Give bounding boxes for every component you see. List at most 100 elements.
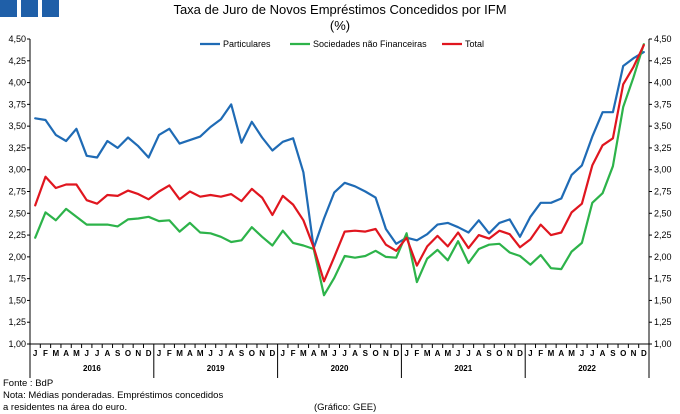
y-tick-label-right: 2,00 xyxy=(654,252,672,262)
y-tick-label-right: 4,50 xyxy=(654,34,672,44)
x-month-label: M xyxy=(73,349,80,358)
x-month-label: D xyxy=(393,349,399,358)
y-tick-label-right: 2,50 xyxy=(654,208,672,218)
y-tick-label-left: 4,00 xyxy=(8,78,26,88)
x-month-label: S xyxy=(239,349,245,358)
x-month-label: J xyxy=(342,349,346,358)
x-month-label: O xyxy=(249,349,255,358)
x-month-label: S xyxy=(610,349,616,358)
y-tick-label-right: 3,50 xyxy=(654,121,672,131)
y-tick-label-left: 2,75 xyxy=(8,187,26,197)
series-line-2 xyxy=(34,43,645,283)
x-year-label: 2019 xyxy=(207,364,225,373)
x-year-label: 2022 xyxy=(578,364,596,373)
x-month-label: A xyxy=(228,349,234,358)
x-month-label: J xyxy=(466,349,470,358)
x-month-label: S xyxy=(363,349,369,358)
y-tick-label-right: 1,75 xyxy=(654,274,672,284)
y-tick-label-right: 2,75 xyxy=(654,187,672,197)
x-month-label: D xyxy=(641,349,647,358)
x-month-label: J xyxy=(219,349,223,358)
brand-square-2 xyxy=(21,0,38,17)
x-month-label: N xyxy=(507,349,513,358)
x-month-label: J xyxy=(157,349,161,358)
y-tick-label-left: 2,50 xyxy=(8,208,26,218)
x-month-label: N xyxy=(383,349,389,358)
footer-note-line1: Nota: Médias ponderadas. Empréstimos con… xyxy=(3,390,224,401)
footer-credit: (Gráfico: GEE) xyxy=(314,402,377,413)
x-month-label: M xyxy=(197,349,204,358)
x-month-label: O xyxy=(125,349,131,358)
y-tick-label-right: 1,00 xyxy=(654,339,672,349)
x-month-label: J xyxy=(590,349,594,358)
x-month-label: O xyxy=(496,349,502,358)
x-month-label: S xyxy=(486,349,492,358)
x-month-label: M xyxy=(52,349,59,358)
brand-square-3 xyxy=(42,0,59,17)
x-month-label: A xyxy=(63,349,69,358)
x-month-label: F xyxy=(167,349,172,358)
legend-label-0: Particulares xyxy=(223,39,271,49)
x-month-label: A xyxy=(600,349,606,358)
x-month-label: S xyxy=(115,349,121,358)
x-month-label: M xyxy=(176,349,183,358)
x-month-label: J xyxy=(456,349,460,358)
series-line-0 xyxy=(34,50,645,250)
y-tick-label-left: 2,00 xyxy=(8,252,26,262)
y-tick-label-right: 3,25 xyxy=(654,143,672,153)
x-year-label: 2016 xyxy=(83,364,101,373)
y-tick-label-left: 2,25 xyxy=(8,230,26,240)
y-tick-label-left: 3,25 xyxy=(8,143,26,153)
x-month-label: O xyxy=(372,349,378,358)
legend-label-1: Sociedades não Financeiras xyxy=(313,39,427,49)
x-month-label: A xyxy=(435,349,441,358)
x-month-label: J xyxy=(95,349,99,358)
x-month-label: J xyxy=(404,349,408,358)
brand-square-1 xyxy=(0,0,17,17)
y-tick-label-right: 4,25 xyxy=(654,56,672,66)
y-tick-label-left: 4,25 xyxy=(8,56,26,66)
x-year-label: 2021 xyxy=(454,364,472,373)
x-month-label: J xyxy=(580,349,584,358)
x-month-label: M xyxy=(568,349,575,358)
chart-subtitle: (%) xyxy=(329,18,351,33)
x-month-label: M xyxy=(444,349,451,358)
series-line-1 xyxy=(34,43,645,297)
x-month-label: J xyxy=(33,349,37,358)
x-month-label: F xyxy=(291,349,296,358)
x-month-label: M xyxy=(424,349,431,358)
y-tick-label-left: 1,00 xyxy=(8,339,26,349)
x-month-label: F xyxy=(43,349,48,358)
x-month-label: N xyxy=(631,349,637,358)
x-month-label: D xyxy=(146,349,152,358)
x-month-label: M xyxy=(321,349,328,358)
x-month-label: N xyxy=(259,349,265,358)
y-tick-label-right: 3,75 xyxy=(654,99,672,109)
footer-note-line2: a residentes na área do euro. xyxy=(3,402,128,413)
x-month-label: M xyxy=(548,349,555,358)
x-month-label: A xyxy=(352,349,358,358)
x-month-label: D xyxy=(517,349,523,358)
legend-label-2: Total xyxy=(465,39,484,49)
y-tick-label-right: 1,25 xyxy=(654,317,672,327)
y-tick-label-right: 3,00 xyxy=(654,165,672,175)
y-tick-label-left: 4,50 xyxy=(8,34,26,44)
x-month-label: A xyxy=(476,349,482,358)
x-month-label: A xyxy=(104,349,110,358)
y-tick-label-left: 3,50 xyxy=(8,121,26,131)
x-month-label: A xyxy=(311,349,317,358)
y-tick-label-left: 1,50 xyxy=(8,295,26,305)
y-tick-label-left: 1,75 xyxy=(8,274,26,284)
y-tick-label-left: 3,75 xyxy=(8,99,26,109)
x-month-label: A xyxy=(558,349,564,358)
y-tick-label-left: 1,25 xyxy=(8,317,26,327)
x-month-label: M xyxy=(300,349,307,358)
x-month-label: J xyxy=(528,349,532,358)
x-month-label: J xyxy=(281,349,285,358)
x-month-label: J xyxy=(332,349,336,358)
x-month-label: N xyxy=(135,349,141,358)
x-month-label: J xyxy=(85,349,89,358)
x-year-label: 2020 xyxy=(331,364,349,373)
y-tick-label-right: 2,25 xyxy=(654,230,672,240)
